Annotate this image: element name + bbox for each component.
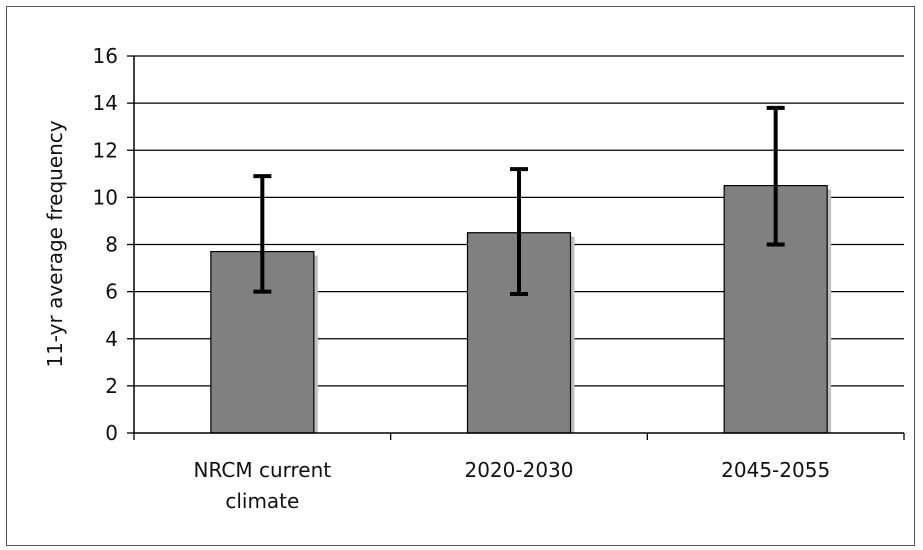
y-tick-label: 10 [93,185,118,209]
error-bars-group [253,105,785,296]
y-tick-label: 8 [105,233,118,257]
x-category-label: 2045-2055 [721,458,830,482]
y-tick-label: 4 [105,327,118,351]
y-tick-label: 14 [93,91,118,115]
y-tick-label: 16 [93,44,118,68]
y-tick-label: 0 [105,421,118,445]
y-tick-label: 12 [93,138,118,162]
x-category-label: 2020-2030 [464,458,573,482]
axes-group [127,55,905,440]
x-category-label: NRCM current [194,458,332,482]
y-tick-labels: 0 2 4 6 8 10 12 14 16 [93,44,118,445]
y-axis-title: 11-yr average frequency [43,120,67,367]
bars-group [210,184,832,434]
x-category-labels: NRCM current climate 2020-2030 2045-2055 [194,458,831,513]
y-tick-label: 2 [105,374,118,398]
y-tick-label: 6 [105,280,118,304]
x-category-label: climate [225,489,299,513]
